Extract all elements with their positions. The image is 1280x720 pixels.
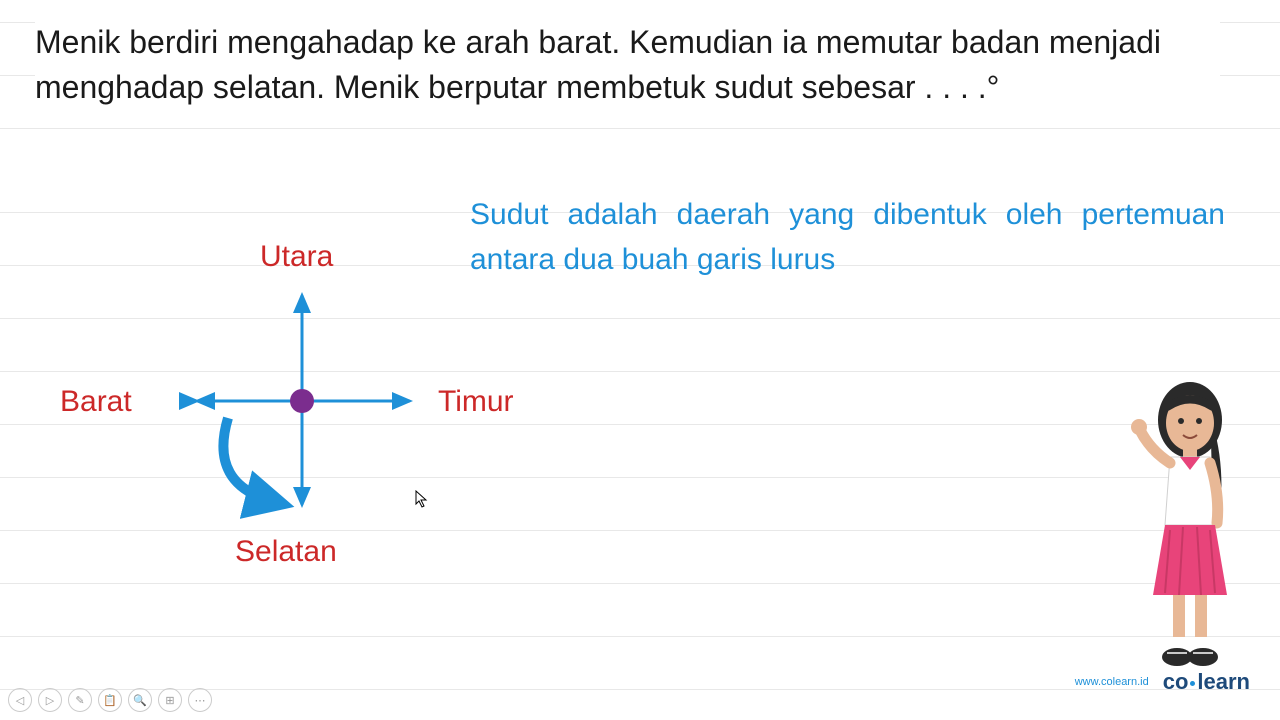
clipboard-button[interactable]: 📋 [98,688,122,712]
branding-area: www.colearn.id colearn [1075,669,1250,695]
logo-prefix: co [1163,669,1189,694]
bottom-toolbar: ◁ ▷ ✎ 📋 🔍 ⊞ ⋯ [8,688,212,712]
edit-button[interactable]: ✎ [68,688,92,712]
compass-label-south: Selatan [235,535,337,569]
definition-text: Sudut adalah daerah yang dibentuk oleh p… [470,192,1225,282]
compass-label-west: Barat [60,385,132,419]
more-button[interactable]: ⋯ [188,688,212,712]
brand-url: www.colearn.id [1075,676,1149,688]
compass-label-east: Timur [438,385,514,419]
mouse-cursor [415,490,429,513]
brand-logo: colearn [1163,669,1250,695]
prev-button[interactable]: ◁ [8,688,32,712]
grid-button[interactable]: ⊞ [158,688,182,712]
student-character [1125,375,1255,675]
rotation-arrow [223,418,275,502]
compass-label-north: Utara [260,240,333,274]
question-text: Menik berdiri mengahadap ke arah barat. … [35,20,1220,110]
zoom-button[interactable]: 🔍 [128,688,152,712]
next-button[interactable]: ▷ [38,688,62,712]
compass-diagram: Utara Selatan Barat Timur [50,240,550,590]
logo-suffix: learn [1197,669,1250,694]
compass-center-dot [290,389,314,413]
logo-dot-icon [1190,681,1195,686]
